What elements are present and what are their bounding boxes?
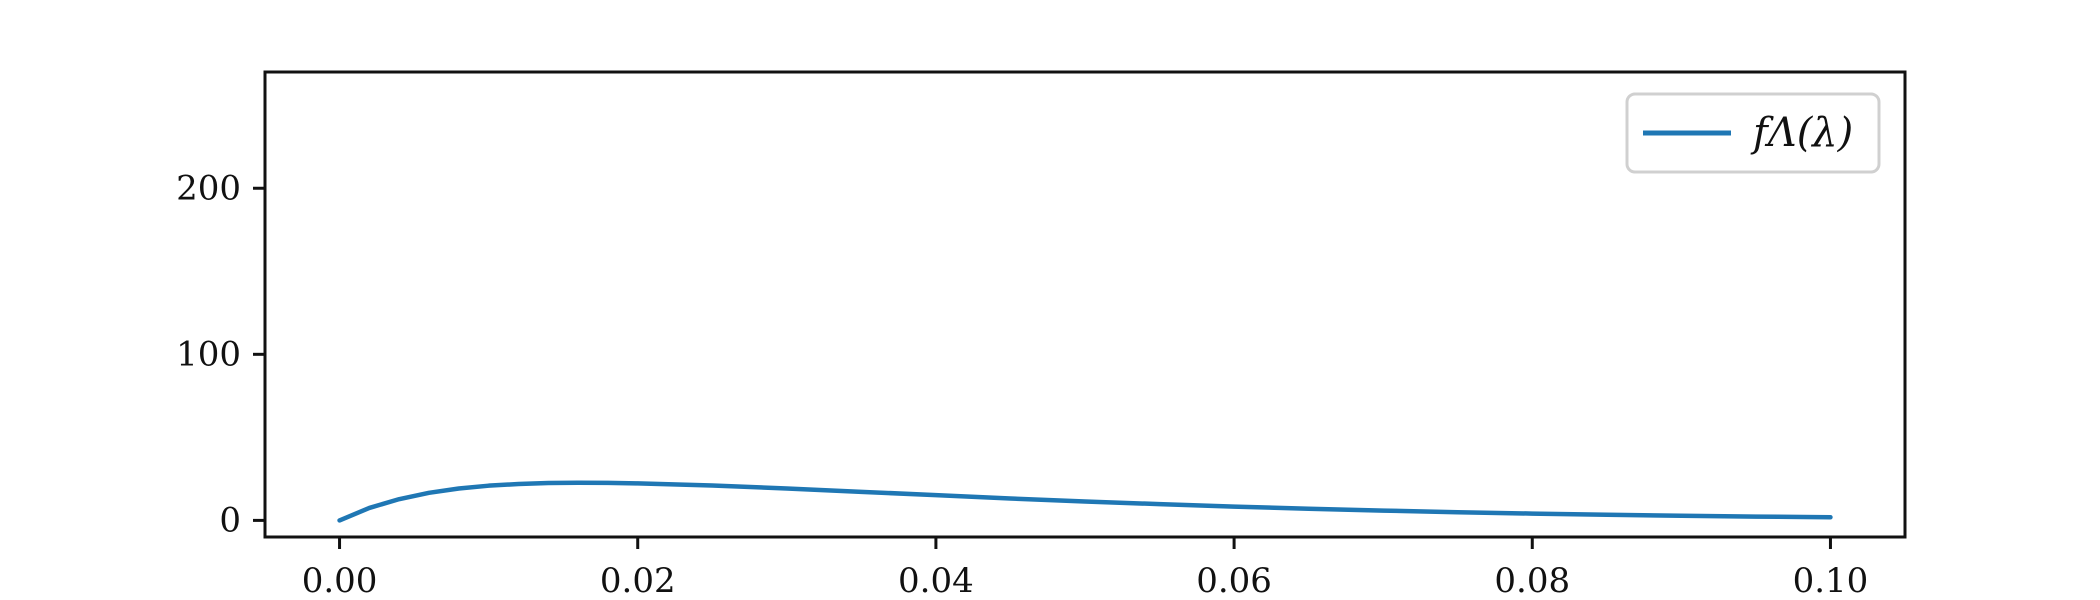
x-tick-label: 0.04 xyxy=(898,561,974,600)
legend-label: fΛ(λ) xyxy=(1750,110,1853,156)
series-line xyxy=(337,480,1833,523)
y-tick-label: 200 xyxy=(176,168,241,208)
x-tick-label: 0.00 xyxy=(302,561,378,600)
x-tick-label: 0.10 xyxy=(1793,561,1869,600)
y-tick-label: 100 xyxy=(176,334,241,374)
x-tick-label: 0.06 xyxy=(1196,561,1272,600)
legend: fΛ(λ) xyxy=(1625,92,1881,174)
y-axis: 0 100 200 xyxy=(176,168,265,540)
y-tick-label: 0 xyxy=(219,500,241,540)
legend-box xyxy=(1625,92,1881,174)
plot-area xyxy=(263,70,1907,539)
x-tick-label: 0.02 xyxy=(600,561,676,600)
axes-frame xyxy=(263,70,1907,539)
x-tick-label: 0.08 xyxy=(1494,561,1570,600)
x-axis: 0.00 0.02 0.04 0.06 0.08 0.10 xyxy=(302,537,1869,600)
